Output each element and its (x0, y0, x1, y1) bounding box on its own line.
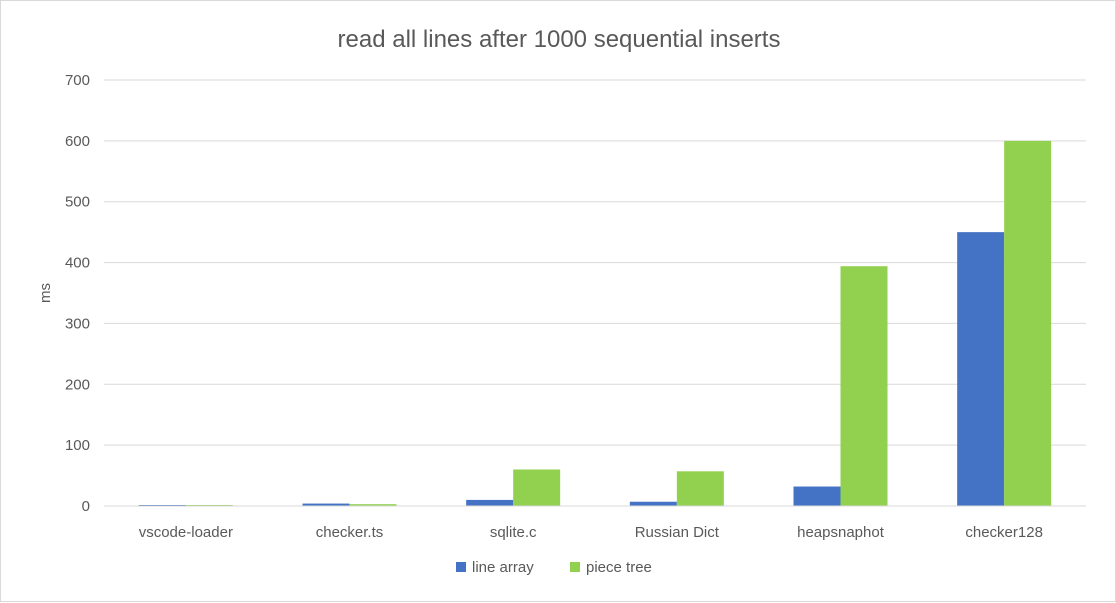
y-tick-label: 300 (65, 315, 90, 332)
y-axis-label: ms (37, 283, 54, 303)
legend-swatch (456, 562, 466, 572)
bar-line-array (957, 232, 1005, 506)
legend: line array piece tree (456, 559, 652, 576)
bars (138, 140, 1052, 506)
gridlines (104, 79, 1086, 446)
y-tick-label: 100 (65, 437, 90, 454)
x-tick-label: sqlite.c (490, 524, 537, 541)
legend-label: piece tree (586, 559, 652, 576)
legend-label: line array (472, 559, 534, 576)
x-tick-label: checker128 (965, 524, 1043, 541)
bar-line-array (793, 486, 841, 506)
bar-line-array (629, 501, 677, 506)
x-tick-label: vscode-loader (139, 524, 233, 541)
x-tick-label: checker.ts (316, 524, 384, 541)
legend-swatch (570, 562, 580, 572)
x-tick-label: heapsnaphot (797, 524, 885, 541)
bar-line-array (466, 499, 514, 506)
bar-line-array (302, 503, 350, 506)
y-tick-label: 0 (82, 498, 90, 515)
chart-title: read all lines after 1000 sequential ins… (338, 26, 781, 53)
bar-piece-tree (840, 266, 888, 506)
x-axis-ticks: vscode-loader checker.ts sqlite.c Russian D… (139, 524, 1043, 541)
y-tick-label: 200 (65, 376, 90, 393)
y-tick-label: 600 (65, 133, 90, 150)
bar-piece-tree (1004, 140, 1052, 506)
x-tick-label: Russian Dict (635, 524, 720, 541)
y-axis-ticks: 0 100 200 300 400 500 600 700 (65, 72, 90, 515)
bar-piece-tree (676, 471, 724, 506)
y-tick-label: 400 (65, 255, 90, 272)
y-tick-label: 500 (65, 194, 90, 211)
bar-piece-tree (349, 504, 397, 506)
bar-piece-tree (513, 469, 561, 506)
y-tick-label: 700 (65, 72, 90, 89)
